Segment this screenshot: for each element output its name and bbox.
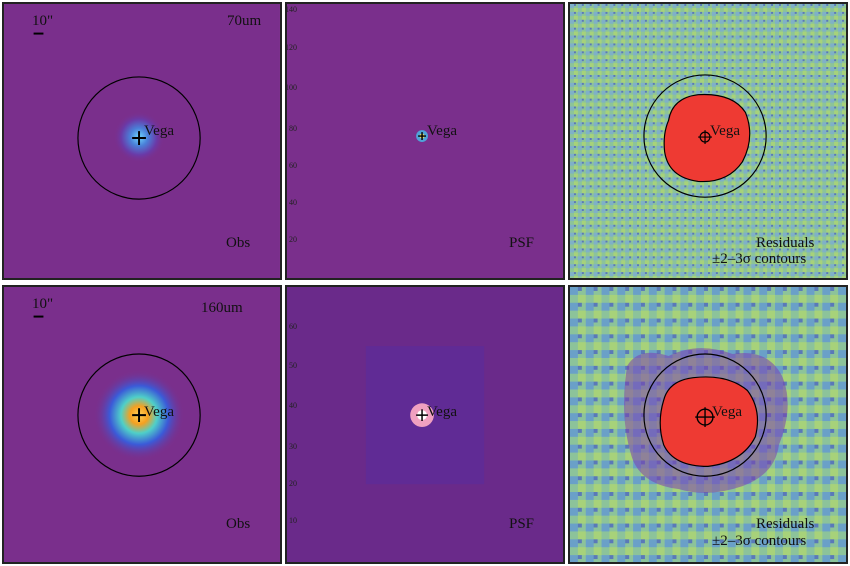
- source-label: Vega: [427, 123, 457, 139]
- panel-70um-residuals: Vega Residuals ±2–3σ contours: [568, 2, 848, 280]
- scale-label: 10": [32, 13, 54, 29]
- aperture-circle: [77, 76, 201, 200]
- star-marker-icon: [132, 131, 146, 145]
- psf-70-image: [287, 4, 563, 278]
- wavelength-label: 160um: [201, 300, 243, 316]
- residual-label-2: ±2–3σ contours: [712, 251, 807, 267]
- residual-70-image: [570, 4, 846, 278]
- wavelength-label: 70um: [227, 13, 262, 29]
- psf-160-image: [287, 287, 563, 562]
- kind-label: PSF: [509, 235, 535, 251]
- residual-core: [663, 93, 751, 183]
- panel-160um-residuals: Vega Residuals ±2–3σ contours: [568, 285, 848, 564]
- source-label: Vega: [144, 404, 174, 420]
- residual-label-1: Residuals: [756, 235, 815, 251]
- panel-70um-obs: 10" 70um Vega Obs: [2, 2, 282, 280]
- kind-label: PSF: [509, 516, 535, 532]
- scale-label: 10": [32, 296, 54, 312]
- source-label: Vega: [144, 123, 174, 139]
- residual-label-1: Residuals: [756, 516, 815, 532]
- panel-70um-psf: 20 40 60 80 100 120 140 Vega PSF: [285, 2, 565, 280]
- panel-160um-obs: 10" 160um Vega Obs: [2, 285, 282, 564]
- y-axis-ticks: 10 20 30 40 50 60: [289, 322, 297, 525]
- residual-label-2: ±2–3σ contours: [712, 533, 807, 549]
- kind-label: Obs: [226, 516, 251, 532]
- source-label: Vega: [427, 404, 457, 420]
- obs-160-image: [4, 287, 280, 562]
- kind-label: Obs: [226, 235, 251, 251]
- source-label: Vega: [712, 404, 742, 420]
- residual-160-image: [570, 287, 846, 562]
- y-axis-ticks: 20 40 60 80 100 120 140: [285, 5, 297, 244]
- panel-160um-psf: 10 20 30 40 50 60 Vega PSF: [285, 285, 565, 564]
- source-label: Vega: [710, 123, 740, 139]
- obs-70-image: [4, 4, 280, 278]
